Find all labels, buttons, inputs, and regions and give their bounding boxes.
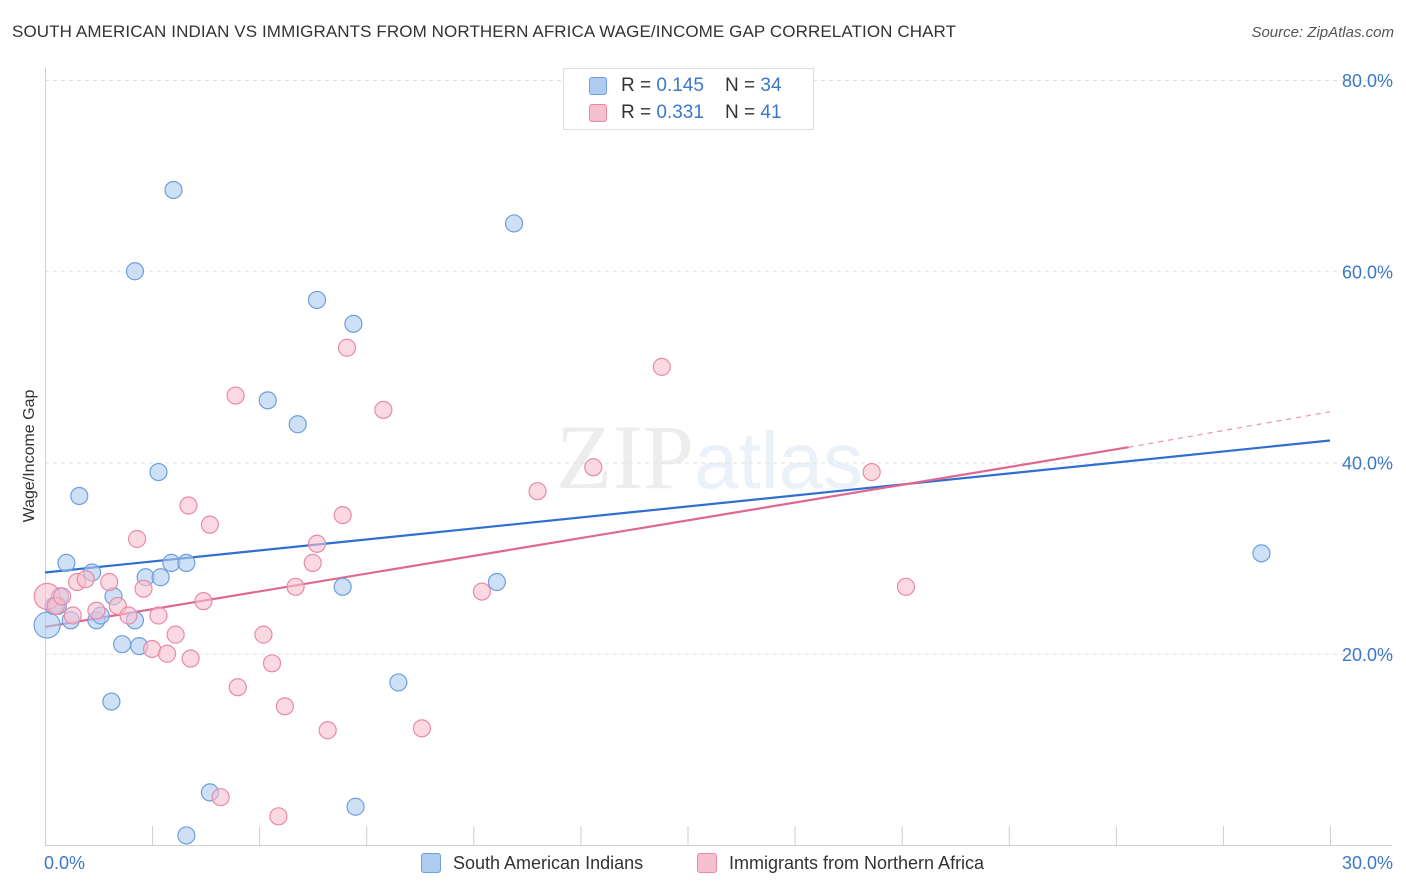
point-south-american-indians (346, 797, 365, 816)
point-south-american-indians (102, 692, 121, 711)
point-immigrants-northern-africa (275, 697, 294, 716)
point-south-american-indians (344, 314, 363, 333)
point-immigrants-northern-africa (528, 482, 547, 501)
axes (45, 68, 1392, 846)
point-immigrants-northern-africa (333, 505, 352, 525)
legend-r-value: 0.145 (656, 75, 704, 96)
point-south-american-indians (333, 577, 352, 596)
legend-n-label: N = (725, 75, 761, 96)
point-immigrants-northern-africa (472, 582, 491, 601)
legend-r-label: R = (621, 75, 657, 96)
point-immigrants-northern-africa (119, 606, 138, 625)
point-south-american-indians (177, 826, 196, 845)
watermark-zip: ZIP (556, 406, 694, 508)
y-axis-label: Wage/Income Gap (21, 390, 38, 523)
point-immigrants-northern-africa (134, 579, 153, 598)
correlation-legend: R = 0.145 N = 34 R = 0.331 N = 41 (563, 68, 814, 130)
point-immigrants-northern-africa (166, 625, 185, 644)
point-south-american-indians (389, 673, 408, 692)
bottom-legend-label: Immigrants from Northern Africa (729, 853, 985, 873)
point-immigrants-northern-africa (127, 529, 147, 549)
point-immigrants-northern-africa (254, 625, 273, 644)
point-immigrants-northern-africa (76, 570, 95, 589)
point-south-american-indians (112, 635, 132, 654)
legend-swatch-pink (589, 104, 607, 122)
point-immigrants-northern-africa (652, 357, 671, 376)
point-south-american-indians (57, 553, 76, 573)
point-immigrants-northern-africa (226, 386, 245, 405)
point-immigrants-northern-africa (269, 807, 288, 826)
point-south-american-indians (288, 415, 307, 434)
point-immigrants-northern-africa (157, 644, 177, 663)
y-tick-label: 40.0% (1342, 454, 1393, 474)
point-south-american-indians (1252, 544, 1271, 563)
y-tick-label: 60.0% (1342, 262, 1393, 282)
point-south-american-indians (149, 462, 168, 482)
point-immigrants-northern-africa (194, 592, 213, 611)
point-south-american-indians (258, 391, 277, 410)
x-tick-label: 30.0% (1342, 853, 1393, 873)
point-immigrants-northern-africa (318, 721, 337, 740)
point-south-american-indians (151, 568, 170, 587)
point-immigrants-northern-africa (307, 534, 327, 553)
data-points (33, 180, 1271, 845)
point-immigrants-northern-africa (211, 788, 230, 807)
legend-n-value: 34 (760, 75, 782, 96)
chart-title: SOUTH AMERICAN INDIAN VS IMMIGRANTS FROM… (12, 22, 957, 41)
legend-n-label: N = (725, 102, 761, 123)
point-immigrants-northern-africa (412, 719, 432, 738)
point-south-american-indians (70, 486, 89, 506)
point-immigrants-northern-africa (200, 515, 220, 534)
point-immigrants-northern-africa (337, 338, 357, 357)
x-tick-label: 0.0% (44, 853, 85, 873)
point-immigrants-northern-africa (862, 462, 881, 482)
trend-line-extension (1128, 411, 1331, 448)
point-south-american-indians (487, 572, 506, 592)
y-tick-label: 20.0% (1342, 645, 1393, 665)
point-south-american-indians (177, 553, 196, 573)
point-immigrants-northern-africa (262, 654, 282, 673)
point-south-american-indians (307, 290, 327, 310)
tick-labels: 80.0% 60.0% 40.0% 20.0% 0.0% 30.0% (44, 71, 1393, 873)
point-immigrants-northern-africa (374, 400, 393, 420)
point-immigrants-northern-africa (303, 553, 322, 573)
point-south-american-indians (125, 262, 145, 281)
point-immigrants-northern-africa (179, 496, 198, 515)
point-immigrants-northern-africa (53, 587, 72, 606)
trend-line-south-american-indians (44, 439, 1331, 574)
point-immigrants-northern-africa (228, 678, 247, 697)
bottom-legend-swatch-blue (421, 853, 441, 873)
legend-text: R = 0.145 N = 34 (621, 75, 782, 97)
legend-text: R = 0.331 N = 41 (621, 102, 782, 124)
watermark: ZIPatlas (556, 404, 863, 510)
point-immigrants-northern-africa (100, 572, 119, 592)
legend-swatch-blue (589, 77, 607, 95)
source-label: Source: ZipAtlas.com (1251, 24, 1394, 41)
point-immigrants-northern-africa (584, 458, 603, 477)
point-immigrants-northern-africa (286, 577, 305, 596)
point-immigrants-northern-africa (149, 606, 168, 625)
point-immigrants-northern-africa (87, 601, 106, 620)
legend-r-label: R = (621, 102, 657, 123)
bottom-legend-swatch-pink (697, 853, 717, 873)
bottom-legend-label: South American Indians (453, 853, 644, 873)
watermark-atlas: atlas (694, 416, 863, 505)
point-south-american-indians (164, 180, 183, 200)
trend-lines (44, 411, 1331, 629)
legend-r-value: 0.331 (656, 102, 704, 123)
point-immigrants-northern-africa (896, 577, 916, 596)
grid-lines (45, 80, 1392, 655)
trend-line-immigrants-northern-africa (44, 446, 1129, 629)
legend-n-value: 41 (760, 102, 782, 123)
point-immigrants-northern-africa (142, 639, 162, 659)
y-tick-label: 80.0% (1342, 71, 1393, 91)
point-immigrants-northern-africa (181, 649, 200, 668)
point-immigrants-northern-africa (63, 606, 82, 625)
point-south-american-indians (33, 611, 61, 639)
point-south-american-indians (504, 214, 524, 233)
